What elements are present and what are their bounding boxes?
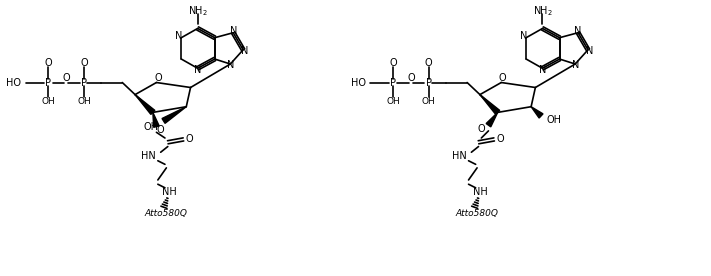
Text: HN: HN: [451, 152, 466, 161]
Text: N: N: [520, 31, 528, 41]
Text: O: O: [390, 58, 397, 68]
Text: O: O: [45, 58, 52, 68]
Text: O: O: [63, 73, 70, 83]
Text: N: N: [574, 26, 582, 36]
Text: N: N: [176, 31, 183, 41]
Text: N: N: [539, 65, 546, 75]
Text: O: O: [425, 58, 432, 68]
Text: P: P: [390, 78, 396, 87]
Text: NH: NH: [473, 187, 487, 197]
Text: O: O: [157, 125, 164, 135]
Text: P: P: [81, 78, 87, 87]
Text: OH: OH: [386, 97, 400, 105]
Text: P: P: [46, 78, 51, 87]
Text: N: N: [227, 60, 234, 70]
Text: OH: OH: [77, 97, 91, 105]
Text: O: O: [80, 58, 87, 68]
Text: OH: OH: [144, 122, 159, 132]
Text: N: N: [572, 60, 579, 70]
Text: P: P: [426, 78, 432, 87]
Text: N: N: [241, 46, 248, 55]
Text: O: O: [154, 73, 161, 83]
Polygon shape: [135, 95, 155, 115]
Text: Atto580Q: Atto580Q: [145, 209, 188, 218]
Text: NH: NH: [162, 187, 176, 197]
Polygon shape: [486, 112, 498, 127]
Polygon shape: [531, 107, 543, 118]
Text: OH: OH: [41, 97, 55, 105]
Text: HO: HO: [6, 78, 21, 87]
Text: OH: OH: [422, 97, 436, 105]
Text: O: O: [499, 73, 506, 83]
Text: O: O: [496, 134, 503, 144]
Text: N: N: [586, 46, 593, 55]
Text: HO: HO: [351, 78, 366, 87]
Text: O: O: [478, 124, 486, 134]
Polygon shape: [480, 95, 500, 115]
Text: N: N: [230, 26, 237, 36]
Text: Atto580Q: Atto580Q: [456, 209, 498, 218]
Polygon shape: [162, 107, 186, 123]
Text: NH$_2$: NH$_2$: [188, 4, 208, 18]
Polygon shape: [153, 112, 159, 127]
Text: OH: OH: [546, 115, 561, 125]
Text: HN: HN: [141, 152, 156, 161]
Text: N: N: [194, 65, 201, 75]
Text: O: O: [407, 73, 415, 83]
Text: NH$_2$: NH$_2$: [533, 4, 552, 18]
Text: O: O: [186, 134, 193, 144]
